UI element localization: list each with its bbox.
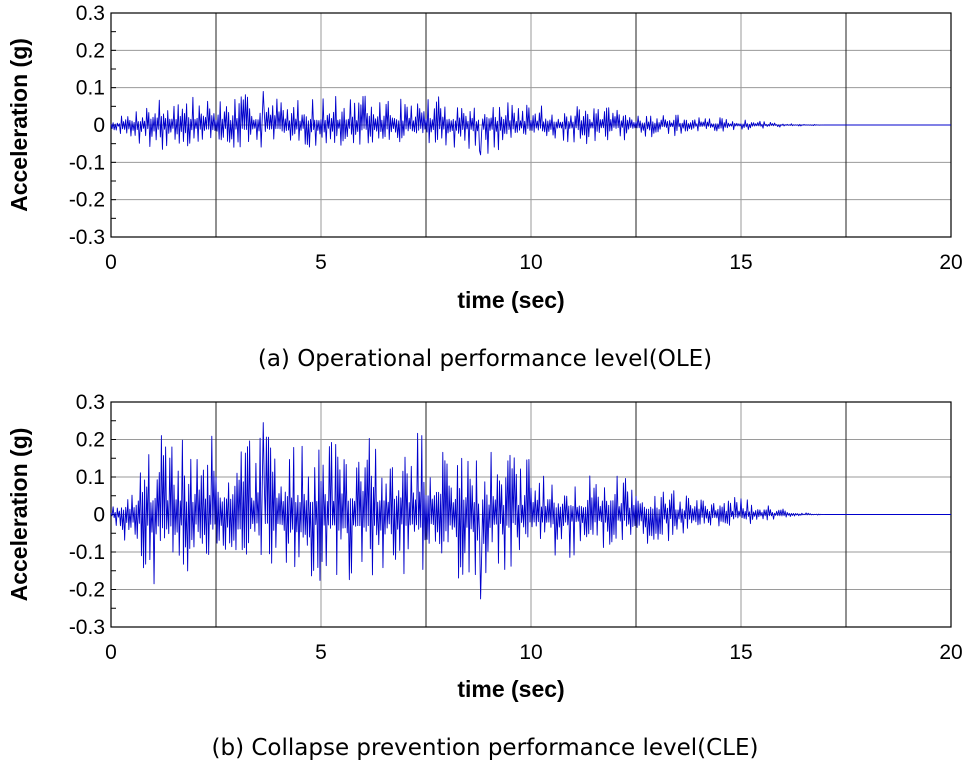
x-tick-label: 0 — [105, 641, 117, 664]
y-tick-label: -0.2 — [69, 579, 105, 602]
y-tick-label: 0.1 — [76, 77, 105, 100]
y-tick-label: 0.3 — [76, 2, 105, 25]
y-tick-label: -0.3 — [69, 616, 105, 639]
y-tick-label: -0.1 — [69, 541, 105, 564]
x-tick-label: 5 — [315, 641, 327, 664]
y-axis-label: Acceleration (g) — [6, 428, 32, 602]
x-axis-label: time (sec) — [457, 287, 564, 313]
x-tick-label: 15 — [729, 251, 752, 274]
x-tick-label: 20 — [939, 251, 962, 274]
x-axis-label: time (sec) — [457, 676, 564, 702]
figure-caption: (a) Operational performance level(OLE) — [258, 346, 712, 372]
x-tick-label: 0 — [105, 251, 117, 274]
series-line-OLE — [110, 90, 951, 156]
y-tick-label: 0.1 — [76, 466, 105, 489]
x-tick-label: 5 — [315, 251, 327, 274]
series-line-CLE — [110, 422, 951, 600]
y-tick-label: -0.3 — [69, 226, 105, 249]
y-axis-label: Acceleration (g) — [6, 38, 32, 212]
y-tick-label: 0 — [93, 114, 105, 137]
x-tick-label: 15 — [729, 641, 752, 664]
y-tick-label: 0.2 — [76, 39, 105, 62]
y-tick-label: 0.3 — [76, 391, 105, 414]
y-tick-label: -0.2 — [69, 189, 105, 212]
y-tick-label: -0.1 — [69, 151, 105, 174]
figure-caption: (b) Collapse prevention performance leve… — [212, 735, 759, 761]
x-tick-label: 20 — [939, 641, 962, 664]
x-tick-label: 10 — [519, 251, 542, 274]
x-tick-label: 10 — [519, 641, 542, 664]
y-tick-label: 0.2 — [76, 429, 105, 452]
y-tick-label: 0 — [93, 504, 105, 527]
